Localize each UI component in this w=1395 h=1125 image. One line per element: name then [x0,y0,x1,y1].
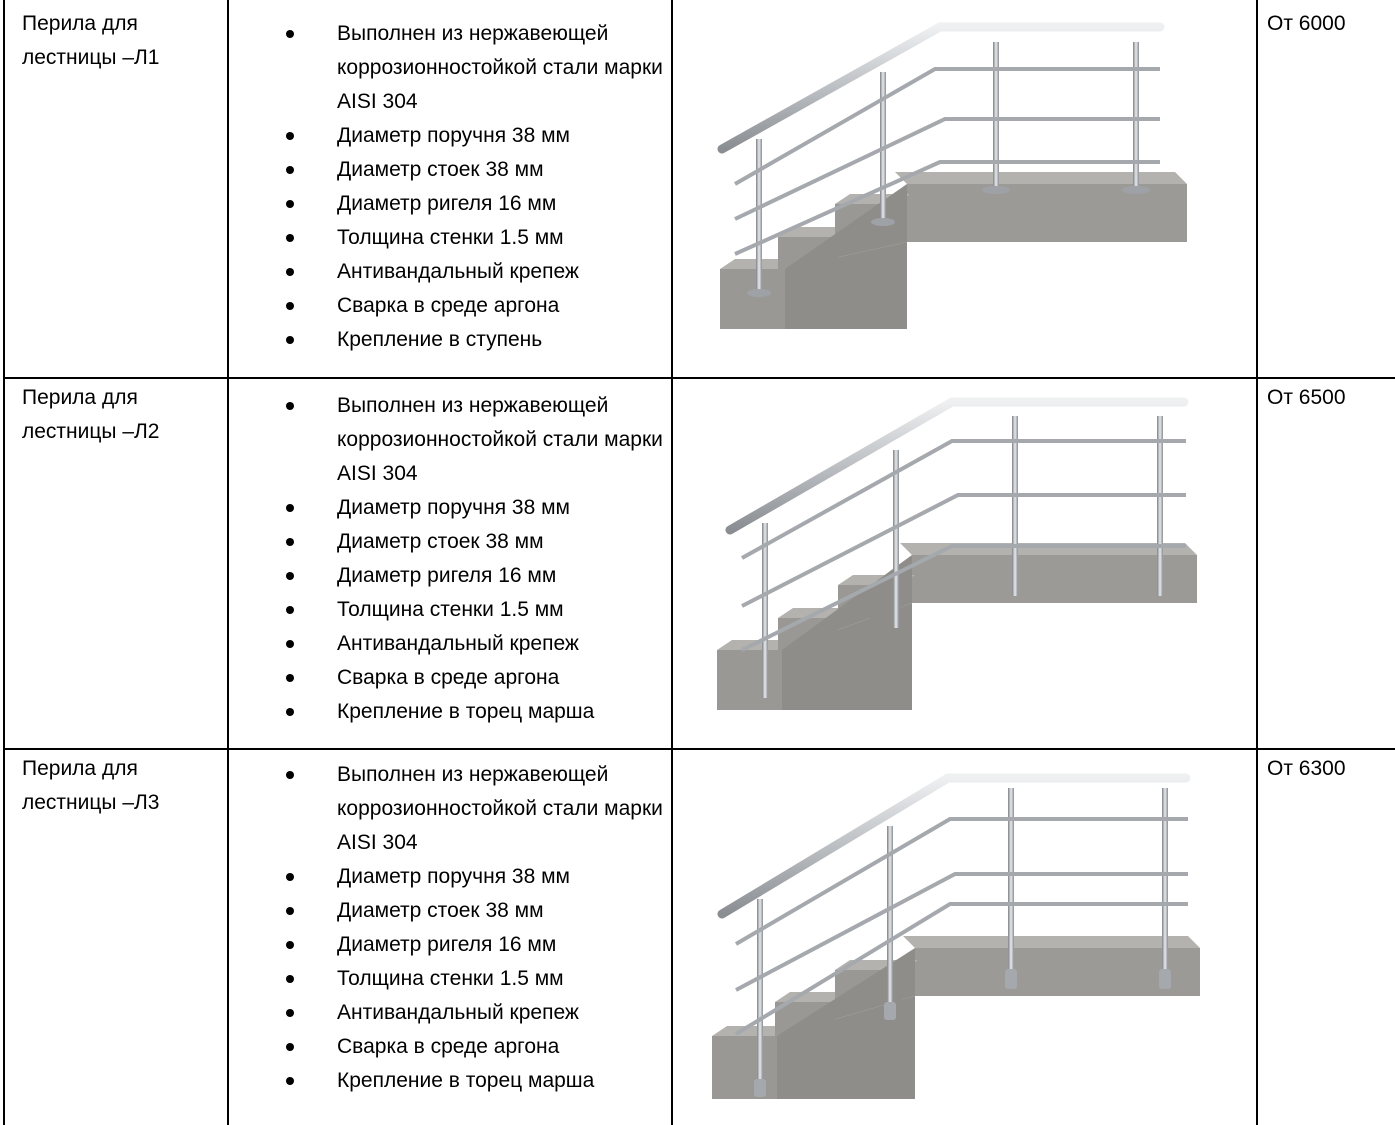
spec-item: Диаметр поручня 38 мм [280,491,670,525]
spec-item: Крепление в торец марша [280,695,670,729]
spec-item: Сварка в среде аргона [280,661,670,695]
spec-item: Крепление в торец марша [280,1064,670,1098]
spec-item: Диаметр поручня 38 мм [280,119,670,153]
stair-railing-side-mount-bracket-illustration [712,773,1200,1099]
product-name: Перила для лестницы –Л3 [22,757,160,814]
product-name: Перила для лестницы –Л2 [22,386,160,443]
table-divider-specs [671,0,673,1125]
table-row-separator-2 [3,748,1395,750]
spec-item: Толщина стенки 1.5 мм [280,221,670,255]
spec-item: Диаметр стоек 38 мм [280,153,670,187]
stair-railing-step-mount-illustration [717,22,1187,329]
spec-item: Диаметр поручня 38 мм [280,860,670,894]
table-border-left [3,0,5,1125]
spec-item: Толщина стенки 1.5 мм [280,593,670,627]
spec-item: Крепление в ступень [280,323,670,357]
spec-item: Выполнен из нержавеющей коррозионностойк… [280,17,670,119]
spec-list: Выполнен из нержавеющей коррозионностойк… [280,17,670,357]
spec-item: Выполнен из нержавеющей коррозионностойк… [280,758,670,860]
spec-item: Сварка в среде аргона [280,1030,670,1064]
spec-item: Сварка в среде аргона [280,289,670,323]
spec-item: Антивандальный крепеж [280,996,670,1030]
spec-item: Антивандальный крепеж [280,627,670,661]
spec-item: Диаметр ригеля 16 мм [280,187,670,221]
product-price: От 6300 [1267,757,1346,780]
product-price: От 6000 [1267,12,1346,35]
spec-item: Диаметр ригеля 16 мм [280,559,670,593]
spec-item: Толщина стенки 1.5 мм [280,962,670,996]
spec-list: Выполнен из нержавеющей коррозионностойк… [280,758,670,1098]
table-divider-image [1256,0,1258,1125]
table-divider-name [227,0,229,1125]
spec-item: Диаметр стоек 38 мм [280,525,670,559]
spec-item: Диаметр ригеля 16 мм [280,928,670,962]
product-price: От 6500 [1267,386,1346,409]
stair-railing-side-mount-illustration [717,397,1197,710]
spec-item: Антивандальный крепеж [280,255,670,289]
spec-item: Диаметр стоек 38 мм [280,894,670,928]
product-name: Перила для лестницы –Л1 [22,12,160,69]
table-row-separator-1 [3,377,1395,379]
spec-item: Выполнен из нержавеющей коррозионностойк… [280,389,670,491]
spec-list: Выполнен из нержавеющей коррозионностойк… [280,389,670,729]
